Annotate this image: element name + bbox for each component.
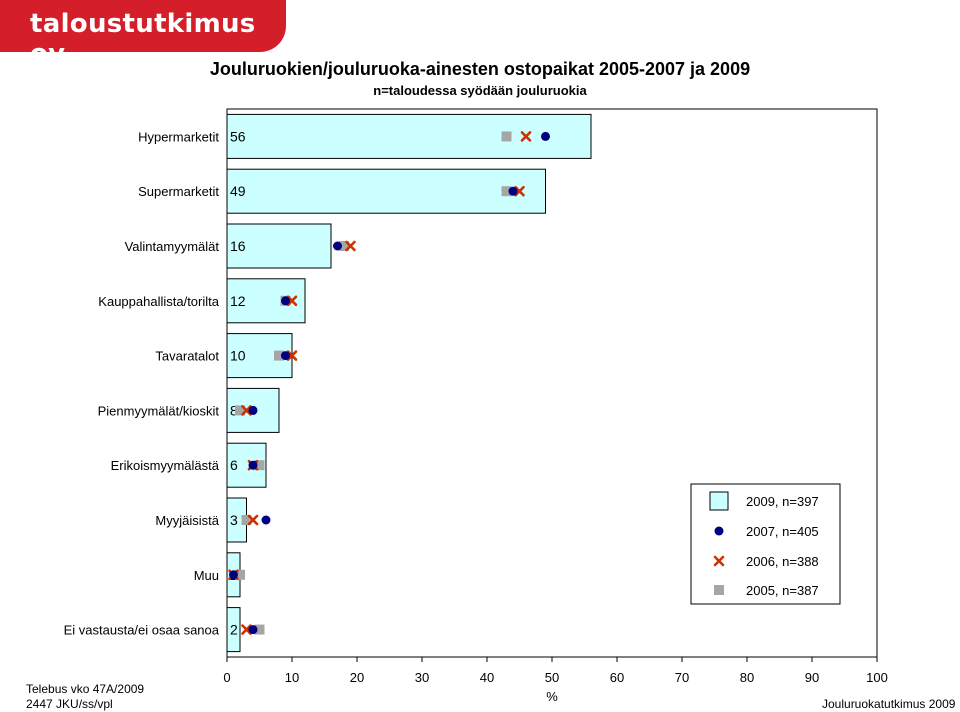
footer-source: Telebus vko 47A/2009 bbox=[26, 682, 145, 696]
footer-code: 2447 JKU/ss/vpl bbox=[26, 697, 113, 711]
x-tick-label: 60 bbox=[610, 670, 624, 685]
x-tick-label: 70 bbox=[675, 670, 689, 685]
x-tick-label: 10 bbox=[285, 670, 299, 685]
marker-2007 bbox=[248, 625, 258, 635]
category-label: Erikoismyymälästä bbox=[111, 458, 220, 473]
marker-2007 bbox=[248, 405, 258, 415]
marker-2007 bbox=[248, 460, 258, 470]
legend-marker-2007 bbox=[714, 526, 724, 536]
marker-2006 bbox=[241, 624, 252, 635]
marker-2006 bbox=[247, 514, 259, 526]
x-tick-label: 0 bbox=[223, 670, 230, 685]
bar-2009 bbox=[226, 168, 546, 214]
x-tick-label: 50 bbox=[545, 670, 559, 685]
marker-2007 bbox=[281, 296, 290, 306]
brand-logo-text: taloustutkimus oy bbox=[30, 9, 256, 69]
x-axis-label: % bbox=[546, 689, 558, 704]
marker-2005 bbox=[235, 569, 245, 580]
marker-2005 bbox=[241, 515, 252, 525]
bar-value-label: 8 bbox=[230, 402, 238, 418]
marker-2005 bbox=[501, 131, 512, 142]
plot-frame bbox=[226, 108, 878, 657]
category-label: Tavaratalot bbox=[155, 349, 219, 364]
marker-2007 bbox=[281, 351, 290, 361]
marker-2006 bbox=[286, 350, 298, 361]
marker-2007 bbox=[261, 515, 271, 525]
marker-2007 bbox=[333, 241, 342, 251]
chart-title: Jouluruokien/jouluruoka-ainesten ostopai… bbox=[209, 59, 751, 79]
marker-2007 bbox=[508, 186, 518, 196]
bar-value-label: 2 bbox=[230, 622, 238, 638]
marker-2005 bbox=[339, 241, 349, 251]
category-label: Muu bbox=[194, 568, 219, 583]
chart-subtitle: n=taloudessa syödään jouluruokia bbox=[373, 83, 587, 98]
bar-2009 bbox=[226, 607, 241, 653]
legend-label: 2006, n=388 bbox=[746, 554, 819, 569]
brand-logo: taloustutkimus oy bbox=[0, 0, 286, 69]
marker-2007 bbox=[229, 570, 238, 580]
x-tick-label: 100 bbox=[866, 670, 888, 685]
category-label: Kauppahallista/torilta bbox=[98, 294, 219, 309]
x-tick-label: 20 bbox=[350, 670, 364, 685]
footer-study: Jouluruokatutkimus 2009 bbox=[822, 697, 956, 711]
bar-value-label: 16 bbox=[230, 238, 246, 254]
category-label: Myyjäisistä bbox=[155, 513, 219, 528]
category-label: Pienmyymälät/kioskit bbox=[98, 403, 220, 418]
bar-2009 bbox=[226, 223, 332, 269]
x-tick-label: 90 bbox=[805, 670, 819, 685]
bar-value-label: 12 bbox=[230, 293, 246, 309]
marker-2007 bbox=[541, 131, 550, 141]
legend-marker-2006 bbox=[713, 555, 725, 567]
marker-2005 bbox=[235, 405, 245, 416]
legend-label: 2009, n=397 bbox=[746, 494, 819, 509]
bar-value-label: 10 bbox=[230, 348, 246, 364]
category-label: Valintamyymälät bbox=[125, 239, 220, 254]
x-tick-label: 40 bbox=[480, 670, 494, 685]
marker-2006 bbox=[241, 405, 252, 416]
marker-2005 bbox=[254, 624, 265, 635]
category-label: Hypermarketit bbox=[138, 129, 219, 144]
marker-2005 bbox=[254, 460, 265, 471]
legend-swatch-2009 bbox=[709, 491, 729, 511]
marker-2006 bbox=[286, 295, 298, 307]
bar-value-label: 49 bbox=[230, 183, 246, 199]
marker-2006 bbox=[520, 131, 532, 142]
bar-2009 bbox=[226, 278, 306, 324]
marker-2005 bbox=[501, 186, 512, 197]
marker-2005 bbox=[274, 350, 284, 361]
bar-value-label: 3 bbox=[230, 512, 238, 528]
category-label: Ei vastausta/ei osaa sanoa bbox=[64, 623, 220, 638]
legend-label: 2007, n=405 bbox=[746, 524, 819, 539]
marker-2006 bbox=[345, 240, 356, 252]
bar-value-label: 56 bbox=[230, 128, 246, 144]
x-tick-label: 80 bbox=[740, 670, 754, 685]
category-label: Supermarketit bbox=[138, 184, 219, 199]
legend-marker-2005 bbox=[714, 585, 724, 595]
bar-value-label: 6 bbox=[230, 457, 238, 473]
bar-2009 bbox=[226, 113, 592, 159]
x-tick-label: 30 bbox=[415, 670, 429, 685]
legend-label: 2005, n=387 bbox=[746, 583, 819, 598]
marker-2006 bbox=[514, 185, 525, 197]
